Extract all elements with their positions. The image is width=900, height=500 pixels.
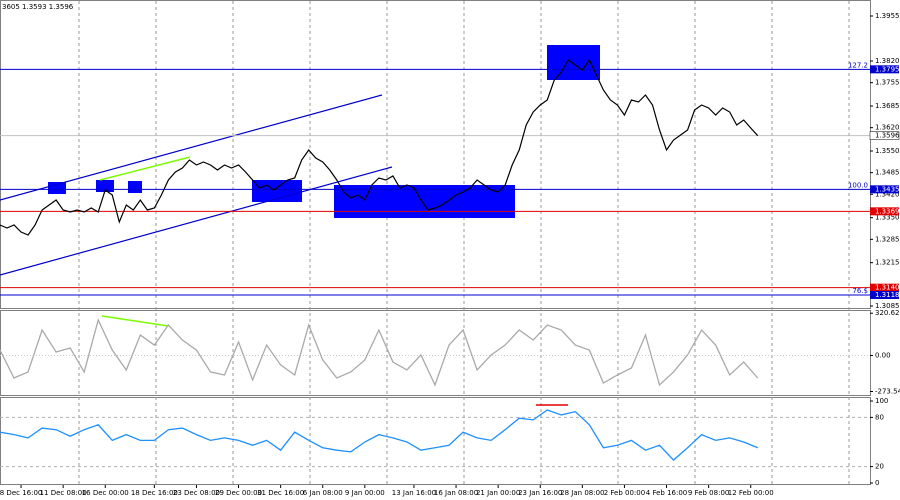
level-label-box	[870, 207, 899, 216]
level-label-box	[870, 291, 899, 299]
x-tick-label: 12 Feb 00:00	[728, 489, 774, 497]
y-tick-label: 1.3620	[875, 124, 900, 132]
y-tick-label: 320.6269	[875, 309, 900, 317]
x-tick-label: 18 Dec 16:00	[131, 489, 178, 497]
x-tick-label: 28 Jan 08:00	[560, 489, 604, 497]
y-tick-label: 1.3685	[875, 102, 900, 110]
y-tick-label: 80	[875, 413, 884, 421]
x-tick-label: 9 Jan 00:00	[345, 489, 385, 497]
y-tick-label: 20	[875, 463, 884, 471]
level-label: 1.3140	[875, 284, 900, 292]
level-label-box	[870, 185, 899, 194]
y-tick-label: -273.545	[875, 388, 900, 396]
price-panel	[0, 0, 871, 309]
zone-box	[547, 45, 600, 80]
fib-label: 100.0	[848, 181, 868, 189]
y-tick-label: 1.3350	[875, 214, 900, 222]
current-price-box	[869, 131, 900, 140]
zone-box	[334, 185, 515, 218]
vertical-grid	[78, 1, 850, 484]
level-label: 1.3435	[875, 185, 900, 193]
y-tick-label: 0.00	[875, 351, 891, 359]
cci-panel	[0, 310, 871, 396]
panel-frames	[0, 0, 871, 485]
series-line	[0, 58, 759, 236]
x-tick-label: 8 Dec 16:00	[0, 489, 42, 497]
zone-box	[128, 181, 142, 193]
y-tick-label: 1.3755	[875, 79, 900, 87]
header-text: 3605 1.3593 1.3596	[2, 3, 74, 11]
x-tick-label: 16 Dec 00:00	[82, 489, 129, 497]
x-tick-label: 2 Feb 00:00	[604, 489, 645, 497]
y-tick-label: 1.3485	[875, 169, 900, 177]
y-tick-label: 1.3215	[875, 259, 900, 267]
rsi-panel	[0, 397, 871, 485]
y-tick-label: 1.3955	[875, 12, 900, 20]
y-tick-label: 1.3285	[875, 235, 900, 243]
x-tick-label: 6 Jan 08:00	[303, 489, 343, 497]
y-tick-label: 100	[875, 397, 888, 405]
divergence-line	[101, 315, 169, 327]
fib-label: 127.2	[848, 61, 868, 69]
divergence-line	[99, 156, 191, 181]
y-tick-label: 1.3550	[875, 147, 900, 155]
current-price-label: 1.3596	[875, 132, 900, 140]
y-tick-label: 1.3820	[875, 57, 900, 65]
drawings	[0, 45, 600, 406]
level-label: 1.3369	[875, 207, 900, 215]
level-label-box	[870, 65, 899, 74]
fib-label: 76.$	[852, 287, 868, 295]
x-tick-label: 31 Dec 16:00	[257, 489, 304, 497]
channel-line	[0, 166, 393, 276]
x-tick-label: 29 Dec 00:00	[215, 489, 262, 497]
x-tick-label: 9 Feb 08:00	[688, 489, 729, 497]
x-tick-label: 13 Jan 16:00	[392, 489, 436, 497]
y-tick-label: 0	[875, 479, 879, 487]
y-tick-label: 1.3420	[875, 190, 900, 198]
x-tick-label: 16 Jan 08:00	[434, 489, 478, 497]
x-tick-label: 23 Jan 16:00	[518, 489, 562, 497]
x-tick-label: 23 Dec 08:00	[173, 489, 220, 497]
x-tick-label: 11 Dec 08:00	[40, 489, 87, 497]
level-label: 1.3118	[875, 291, 900, 299]
channel-line	[0, 94, 383, 201]
x-tick-label: 4 Feb 16:00	[646, 489, 687, 497]
level-label: 1.3795	[875, 65, 900, 73]
series-line	[0, 409, 758, 461]
y-tick-label: 1.3085	[875, 302, 900, 310]
x-tick-label: 21 Jan 00:00	[476, 489, 520, 497]
series-line	[0, 318, 759, 387]
level-label-box	[870, 283, 899, 292]
